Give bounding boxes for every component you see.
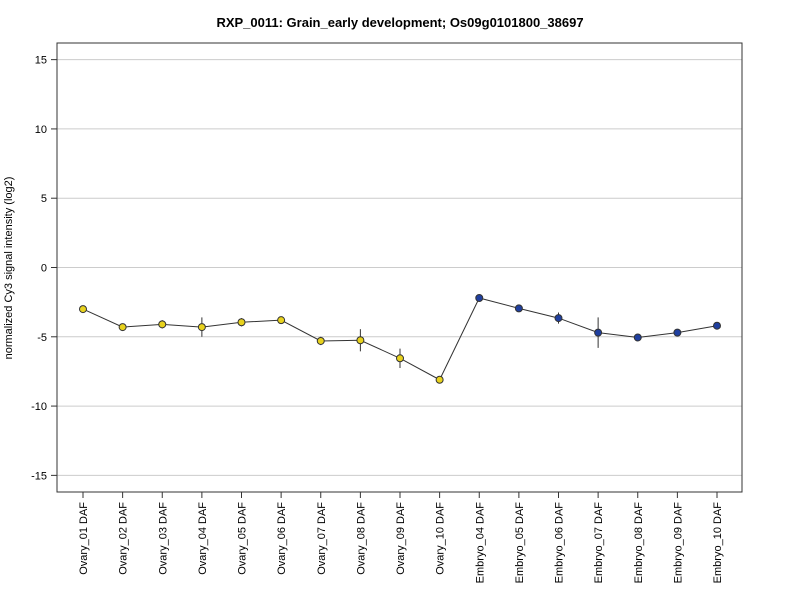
data-point [197,323,206,332]
x-tick-label: Ovary_07 DAF [316,502,328,575]
y-tick-label: 15 [35,55,47,67]
y-tick-label: -10 [31,401,47,413]
x-tick-label: Ovary_06 DAF [276,502,288,575]
data-point [554,314,563,323]
data-point [713,321,721,330]
x-tick-label: Ovary_08 DAF [355,502,367,575]
y-tick-label: 0 [41,263,47,275]
y-tick-label: -5 [37,332,47,344]
x-tick-label: Ovary_03 DAF [157,502,169,575]
x-tick-label: Ovary_05 DAF [237,502,249,575]
data-point [594,328,603,337]
x-tick-label: Embryo_04 DAF [474,502,486,584]
data-point [514,304,523,313]
gridlines [57,59,742,476]
y-tick-label: -15 [31,470,47,482]
data-point [79,305,87,314]
x-tick-label: Ovary_02 DAF [118,502,130,575]
x-tick-label: Embryo_05 DAF [514,502,526,584]
x-axis: Ovary_01 DAF Ovary_02 DAF Ovary_03 DAF Ovar… [78,492,724,583]
data-point [435,375,444,384]
y-axis: 15 10 5 0 -5 -10 -15 [31,55,57,482]
x-tick-label: Embryo_09 DAF [672,502,684,584]
data-point [158,320,167,329]
y-tick-label: 5 [41,193,47,205]
y-axis-label: normalized Cy3 signal intensity (log2) [3,177,15,360]
data-point [475,293,484,302]
data-point [118,323,127,332]
data-point [396,354,404,363]
x-tick-label: Embryo_10 DAF [712,502,724,584]
x-tick-label: Ovary_01 DAF [78,502,90,575]
data-point [277,316,286,325]
x-tick-label: Embryo_07 DAF [593,502,605,584]
series [79,293,721,384]
x-tick-label: Ovary_10 DAF [435,502,447,575]
data-point [316,336,325,345]
data-point [356,336,365,345]
y-tick-label: 10 [35,124,47,136]
x-tick-label: Ovary_04 DAF [197,502,209,575]
chart-title: RXP_0011: Grain_early development; Os09g… [216,15,583,30]
x-tick-label: Embryo_06 DAF [554,502,566,584]
data-point [237,318,246,327]
x-tick-label: Embryo_08 DAF [633,502,645,584]
data-point [633,333,642,342]
x-tick-label: Ovary_09 DAF [395,502,407,575]
plot-frame [56,42,743,493]
data-point [673,328,682,337]
